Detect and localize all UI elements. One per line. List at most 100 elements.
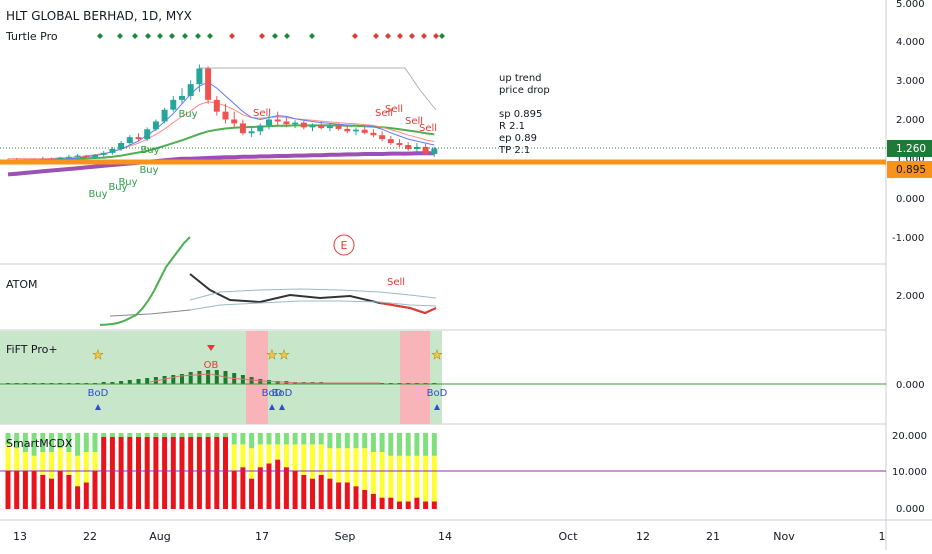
fift-bar [180, 374, 184, 384]
smart-bar-yellow [249, 448, 255, 479]
smart-bar-yellow [231, 444, 237, 471]
smart-bar-red [223, 436, 228, 509]
bod-triangle-icon [434, 404, 440, 410]
fift-bar [145, 378, 150, 384]
x-tick: Aug [149, 530, 170, 543]
smart-bar-green [266, 433, 272, 445]
atom-sell-line [379, 302, 437, 315]
smart-bar-green [318, 433, 324, 445]
candle-body [422, 146, 429, 155]
smart-y-tick: 10.000 [892, 467, 927, 478]
smart-bar-green [301, 433, 307, 445]
smart-bar-green [92, 433, 98, 452]
smart-bar-yellow [370, 452, 376, 494]
smart-bar-green [379, 433, 385, 452]
candle-body [318, 125, 325, 129]
signal-diamond-icon [169, 33, 175, 39]
candle-body [396, 143, 403, 146]
signal-diamond-icon [132, 33, 138, 39]
star-icon: ★ [278, 348, 290, 363]
smart-bar-yellow [283, 444, 289, 468]
moving-average-line [8, 101, 435, 160]
candle-body [248, 131, 255, 134]
smart-bar-yellow [414, 455, 420, 498]
smart-bar-green [101, 433, 107, 437]
smart-bar-green [431, 433, 437, 456]
smart-bar-green [40, 433, 46, 452]
fift-bar [188, 372, 193, 384]
smart-bar-red [249, 478, 255, 509]
smart-bar-red [231, 471, 237, 509]
signal-diamond-icon [309, 33, 315, 39]
smart-bar-red [431, 501, 437, 509]
smart-bar-green [310, 433, 315, 445]
smart-bar-yellow [327, 448, 333, 479]
y-tick: 2.000 [896, 115, 925, 126]
level-price-tag [887, 161, 932, 178]
x-tick: Nov [773, 530, 795, 543]
candle-body [231, 119, 238, 124]
bod-triangle-icon [95, 404, 101, 410]
x-tick: 14 [438, 530, 452, 543]
signal-diamond-icon [397, 33, 403, 39]
y-tick: 0.000 [896, 194, 925, 205]
smart-bar-red [405, 501, 411, 509]
note-line: TP 2.1 [498, 145, 530, 156]
fift-panel-label: FiFT Pro+ [6, 343, 58, 356]
ob-triangle-icon [207, 345, 215, 351]
fift-bar [127, 380, 132, 384]
smart-bar-yellow [266, 444, 272, 464]
candle-body [353, 129, 359, 132]
chart-title: HLT GLOBAL BERHAD, 1D, MYX [6, 9, 192, 23]
smart-bar-red [283, 467, 289, 509]
smart-bar-yellow [397, 455, 402, 502]
fift-bar [162, 376, 167, 384]
atom-y-tick: 2.000 [896, 291, 925, 302]
smart-bar-yellow [379, 452, 385, 498]
fift-bar [206, 370, 211, 384]
y-tick: 4.000 [896, 37, 925, 48]
envelope-line [200, 67, 437, 111]
smart-bar-green [144, 433, 150, 437]
smart-bar-green [118, 433, 124, 437]
candle-body [239, 123, 246, 134]
atom-base-line [109, 309, 191, 317]
candle-body [309, 125, 316, 128]
signal-label: Buy [140, 145, 159, 156]
candle-body [405, 145, 412, 149]
smart-bar-green [196, 433, 202, 437]
smart-bar-red [92, 471, 98, 509]
signal-label: Sell [253, 108, 271, 119]
signal-label: Sell [405, 116, 423, 127]
smart-bar-red [414, 497, 420, 509]
smart-bar-red [109, 436, 115, 509]
signal-diamond-icon [385, 33, 391, 39]
smart-bar-green [127, 433, 133, 437]
smart-bar-red [153, 436, 159, 509]
candle-body [361, 129, 368, 133]
y-tick: 5.000 [896, 0, 925, 10]
candle-body [83, 155, 90, 158]
signal-diamond-icon [207, 33, 213, 39]
smart-bar-red [301, 474, 307, 509]
moving-average-line [7, 151, 435, 177]
x-tick: Sep [335, 530, 356, 543]
smart-bar-red [370, 493, 376, 509]
smart-bar-yellow [344, 448, 350, 483]
atom-rise-line [99, 236, 191, 326]
smart-bar-green [109, 433, 115, 437]
earnings-icon[interactable] [333, 234, 355, 256]
signal-label: Buy [118, 177, 137, 188]
note-line: price drop [499, 85, 550, 96]
y-tick: -1.000 [892, 233, 924, 244]
smart-bar-yellow [92, 452, 98, 471]
star-icon: ★ [266, 348, 278, 363]
smart-bar-green [153, 433, 159, 437]
level-price-label: 0.895 [896, 164, 926, 176]
candle-body [65, 156, 72, 158]
bod-triangle-icon [269, 404, 275, 410]
smart-bar-red [257, 467, 263, 509]
candle-body [370, 132, 377, 136]
